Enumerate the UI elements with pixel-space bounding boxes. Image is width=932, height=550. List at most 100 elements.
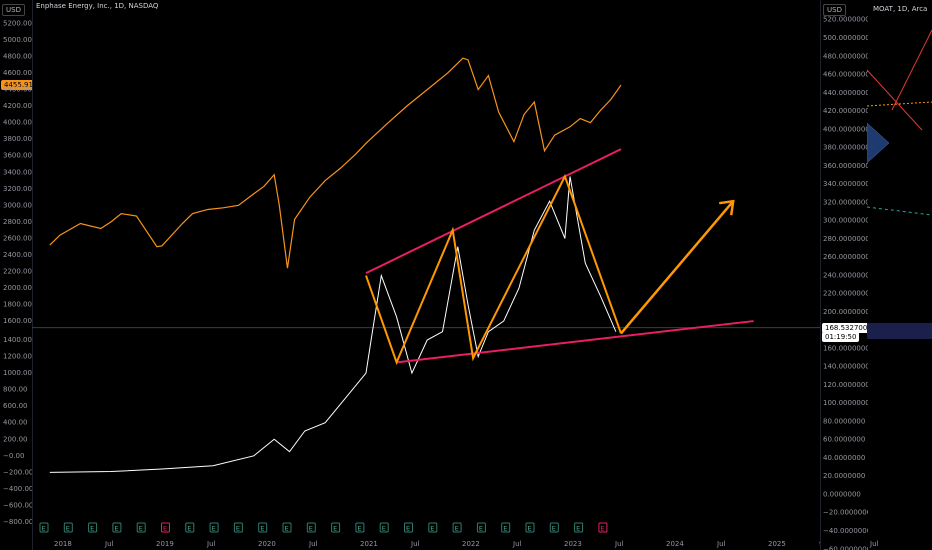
side-time-label: Jul [869,540,879,548]
left-tick-label: −0.00 [3,452,24,460]
left-price-axis[interactable]: USD 4455.91 5200.00 5000.00 4800.00 4600.00… [0,0,33,550]
earnings-marker [598,522,608,533]
left-tick-label: 5000.00 [3,36,32,44]
earnings-marker [452,522,462,533]
right-tick-label: 100.0000000 [823,399,868,407]
earnings-marker-label: E [357,525,361,533]
earnings-marker-label: E [600,525,604,533]
earnings-marker-label: E [382,525,386,533]
earnings-marker [258,522,268,533]
earnings-marker [88,522,98,533]
moat-price-badge: 168.5327000 [822,323,868,333]
right-tick-label: 200.0000000 [823,308,868,316]
earnings-marker-label: E [163,525,167,533]
left-tick-label: 3200.00 [3,185,32,193]
earnings-marker-label: E [455,525,459,533]
secondary-chart-pane[interactable]: MOAT, 1D, Arca Jul [867,0,932,550]
right-tick-label: 140.0000000 [823,363,868,371]
side-dashed-line [867,206,932,216]
right-tick-label: 260.0000000 [823,253,868,261]
earnings-marker-label: E [114,525,118,533]
currency-badge-left[interactable]: USD [2,4,25,16]
left-tick-label: 4600.00 [3,69,32,77]
side-triangle-shape [867,122,890,164]
earnings-marker [574,522,584,533]
secondary-chart-svg: Jul [867,29,932,548]
earnings-marker-label: E [260,525,264,533]
left-tick-label: 4200.00 [3,102,32,110]
right-tick-label: 360.0000000 [823,162,868,170]
left-tick-label: −200.00 [3,468,32,476]
earnings-marker [501,522,511,533]
time-axis-label: Jul [410,540,420,548]
earnings-marker-label: E [576,525,580,533]
earnings-marker-label: E [479,525,483,533]
left-tick-label: −600.00 [3,501,32,509]
time-axis-label: 2023 [564,540,582,548]
left-tick-label: 800.00 [3,386,28,394]
side-red-line [867,69,923,131]
right-tick-label: 0.0000000 [823,490,861,498]
right-tick-label: 520.0000000 [823,16,868,24]
earnings-marker-label: E [333,525,337,533]
earnings-marker [331,522,341,533]
current-price-badge: 4455.91 [1,80,32,90]
time-axis-label: 2025 [768,540,786,548]
right-tick-label: 240.0000000 [823,271,868,279]
left-tick-label: 400.00 [3,419,28,427]
earnings-marker [404,522,413,533]
earnings-marker-label: E [503,525,507,533]
earnings-marker-label: E [90,525,94,533]
time-axis-label: Jul [716,540,726,548]
side-red-line [891,29,932,111]
left-tick-label: 2400.00 [3,251,32,259]
time-axis-label: 2022 [462,540,480,548]
currency-badge-right[interactable]: USD [823,4,846,16]
right-tick-label: 440.0000000 [823,89,868,97]
earnings-marker [185,522,195,533]
chart-title: Enphase Energy, Inc., 1D, NASDAQ [36,2,159,10]
left-tick-label: 1000.00 [3,369,32,377]
earnings-marker-label: E [552,525,556,533]
right-tick-label: 320.0000000 [823,198,868,206]
right-tick-label: 420.0000000 [823,107,868,115]
left-tick-label: 200.00 [3,435,28,443]
right-tick-label: −20.0000000 [823,509,868,517]
earnings-marker-label: E [430,525,434,533]
right-tick-label: 340.0000000 [823,180,868,188]
left-tick-label: 1400.00 [3,336,32,344]
right-tick-label: 480.0000000 [823,52,868,60]
earnings-marker-label: E [42,525,46,533]
left-tick-label: 4800.00 [3,53,32,61]
time-axis-label: 2019 [156,540,174,548]
left-tick-label: −400.00 [3,485,32,493]
main-chart-svg[interactable]: E E E E E E E E E E E E E E E E E E E E E E E E 2018 Jul 2019 Jul 20… [32,0,820,550]
earnings-marker [549,522,559,533]
right-tick-label: 80.0000000 [823,417,865,425]
right-price-axis[interactable]: USD 520.0000000 500.0000000 480.0000000 460… [820,0,868,550]
forecast-arrowhead [719,199,735,216]
right-tick-label: 460.0000000 [823,71,868,79]
time-axis-label: Jul [206,540,216,548]
earnings-marker [355,522,365,533]
right-tick-label: 20.0000000 [823,472,865,480]
earnings-marker [39,522,49,533]
left-tick-label: 2000.00 [3,284,32,292]
left-tick-label: 3600.00 [3,152,32,160]
time-axis-label: Jul [614,540,624,548]
right-tick-label: −40.0000000 [823,527,868,535]
right-tick-label: 120.0000000 [823,381,868,389]
earnings-marker [525,522,535,533]
left-tick-label: 2200.00 [3,267,32,275]
earnings-marker-label: E [187,525,191,533]
left-tick-label: 3000.00 [3,201,32,209]
earnings-marker [233,522,243,533]
earnings-marker [476,522,486,533]
right-tick-label: 280.0000000 [823,235,868,243]
earnings-marker-label: E [309,525,313,533]
forecast-arrow-line [620,200,735,335]
time-axis-label: 2018 [54,540,72,548]
right-tick-label: 400.0000000 [823,125,868,133]
earnings-marker [428,522,438,533]
